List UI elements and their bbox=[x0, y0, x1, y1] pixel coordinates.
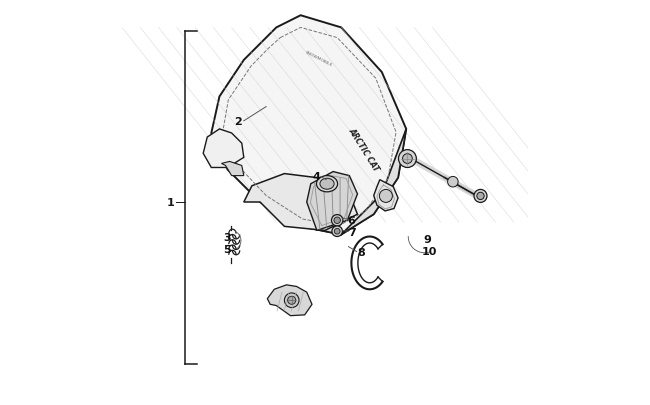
Circle shape bbox=[448, 177, 458, 188]
Circle shape bbox=[332, 215, 343, 226]
Polygon shape bbox=[307, 172, 358, 231]
Polygon shape bbox=[222, 162, 244, 176]
Text: 1: 1 bbox=[167, 198, 175, 207]
Ellipse shape bbox=[320, 179, 334, 190]
Circle shape bbox=[477, 193, 484, 200]
Text: 5: 5 bbox=[223, 244, 231, 254]
Circle shape bbox=[285, 293, 299, 308]
Circle shape bbox=[334, 229, 340, 234]
Text: 9: 9 bbox=[423, 235, 431, 245]
Text: 2: 2 bbox=[234, 117, 242, 126]
Circle shape bbox=[398, 150, 417, 168]
Text: SNOWMOBILE: SNOWMOBILE bbox=[305, 50, 333, 67]
Text: 8: 8 bbox=[358, 247, 365, 257]
Polygon shape bbox=[374, 180, 398, 211]
Circle shape bbox=[380, 190, 393, 203]
Polygon shape bbox=[203, 130, 244, 168]
Circle shape bbox=[402, 154, 412, 164]
Polygon shape bbox=[244, 174, 358, 231]
Polygon shape bbox=[211, 16, 406, 235]
Text: 10: 10 bbox=[421, 246, 437, 256]
Ellipse shape bbox=[317, 176, 337, 192]
Circle shape bbox=[332, 226, 343, 237]
Text: ARCTIC CAT: ARCTIC CAT bbox=[346, 126, 380, 173]
Text: 3: 3 bbox=[224, 232, 231, 242]
Circle shape bbox=[474, 190, 487, 203]
Circle shape bbox=[288, 296, 296, 305]
Text: 7: 7 bbox=[348, 228, 356, 238]
Text: 4: 4 bbox=[312, 172, 320, 182]
Polygon shape bbox=[285, 130, 406, 235]
Polygon shape bbox=[267, 285, 312, 316]
Circle shape bbox=[334, 217, 341, 224]
Text: 6: 6 bbox=[348, 216, 356, 226]
